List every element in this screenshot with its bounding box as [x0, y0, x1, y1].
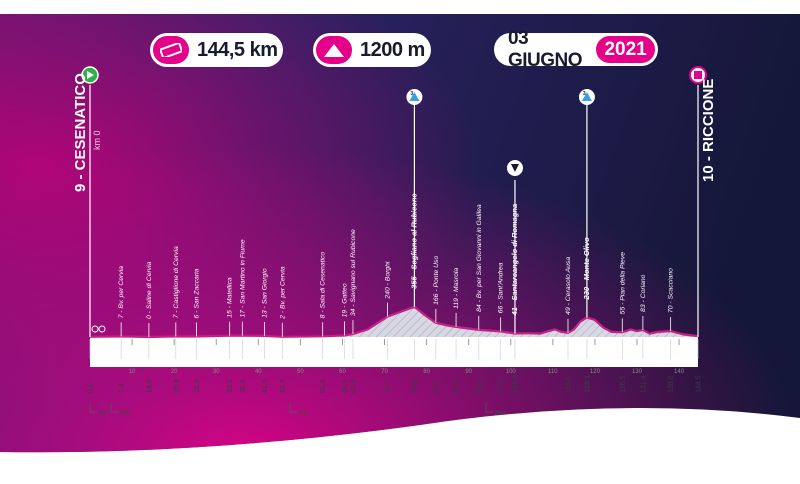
ruler-icon	[153, 36, 189, 64]
profile-hatch	[90, 306, 698, 337]
waypoint-km: 70.7	[385, 379, 392, 393]
province-rn-label: RN	[495, 410, 505, 417]
waypoint-label: 84 - Bv. per San Giovanni in Galilea	[476, 204, 483, 312]
km-axis-band	[90, 337, 698, 367]
km-tick-label: 30	[213, 369, 220, 375]
waypoint-km: 138.0	[668, 375, 675, 393]
province-fc-start-arrow-icon	[89, 403, 97, 413]
waypoint-km: 87.0	[454, 379, 461, 393]
km-tick-label: 50	[297, 369, 304, 375]
waypoint-label: 34 - Savignano sul Rubicone	[350, 229, 357, 316]
waypoint-km: 55.3	[320, 379, 327, 393]
mountain-icon	[316, 36, 352, 64]
waypoint-km: 131.4	[640, 375, 647, 393]
waypoint-label: 83 - Coriano	[640, 274, 647, 312]
bike-icon	[91, 325, 99, 333]
profile-line	[89, 305, 699, 339]
province-fc-label: FC	[299, 410, 308, 417]
sprint-triangle-icon	[510, 164, 519, 172]
climb-category: 3	[410, 91, 413, 97]
km-tick-label: 40	[255, 369, 262, 375]
km-tick-label: 80	[423, 369, 430, 375]
climb-mountain-icon	[581, 92, 592, 101]
date-year: 2021	[596, 36, 655, 63]
waypoint-km: 33.2	[227, 379, 234, 393]
waypoint-km: 126.5	[620, 375, 627, 393]
province-fc-start-label: FC	[99, 410, 108, 417]
date-day: 03 GIUGNO	[508, 27, 583, 71]
waypoint-label: 7 - Bv. per Cervia	[118, 266, 125, 319]
waypoint-label: 13 - San Giorgio	[262, 268, 269, 318]
waypoint-label: 70 - Scacciano	[668, 268, 675, 313]
waypoint-label: 6 - San Zaccaria	[193, 268, 200, 318]
waypoint-km: 0.0	[88, 383, 95, 393]
elevation-badge: 1200 m	[313, 33, 431, 67]
waypoint-km: 41.5	[262, 379, 269, 393]
start-km: km 0	[92, 130, 102, 150]
province-ra-arrow-icon	[110, 403, 118, 413]
waypoint-label: 2 - Bv. per Cervia	[279, 266, 286, 320]
waypoint-km: 14.0	[146, 379, 153, 393]
waypoint-label: 7 - Castiglione di Cervia	[173, 246, 180, 318]
waypoint-km: 92.4	[476, 379, 483, 393]
province-fc-arrow-icon	[289, 403, 297, 413]
distance-badge: 144,5 km	[150, 33, 283, 67]
waypoint-km: 20.4	[173, 379, 180, 393]
km-tick-label: 70	[381, 369, 388, 375]
waypoint-label: 19 - Gatteo	[342, 283, 349, 317]
waypoint-km: 97.6	[498, 379, 505, 393]
km-tick-label: 10	[129, 369, 136, 375]
waypoint-km: 113.6	[565, 376, 572, 393]
finish-name: 10 - RICCIONE	[700, 79, 717, 182]
waypoint-label: 166 - Ponte Uso	[433, 256, 440, 305]
km-tick-label: 100	[506, 369, 517, 375]
waypoint-label: 55 - Pian della Pieve	[619, 252, 626, 315]
waypoint-label: 240 - Borghi	[384, 261, 391, 300]
km-tick-label: 140	[674, 369, 685, 375]
waypoint-km: 77.1	[410, 378, 419, 393]
waypoint-km: 118.1	[582, 375, 591, 393]
waypoint-label: 17 - San Martino in Fiume	[239, 239, 246, 317]
km-tick-label: 110	[548, 369, 558, 375]
waypoint-label: 15 - Matellica	[227, 277, 234, 318]
bike-wheel-icon	[98, 325, 106, 333]
waypoint-label: 8 - Sala di Cesenatico	[320, 252, 327, 319]
waypoint-km: 60.5	[342, 379, 349, 393]
waypoint-km: 45.7	[280, 379, 287, 393]
waypoint-km: 7.4	[119, 383, 126, 393]
waypoint-label: 66 - Sant'Andrea	[498, 262, 505, 313]
km-tick-label: 20	[171, 369, 178, 375]
waypoint-km: 25.3	[194, 379, 201, 393]
elevation-value: 1200 m	[360, 38, 425, 61]
km-tick-label: 90	[465, 369, 472, 375]
finish-checker-icon	[694, 71, 702, 79]
waypoint-km: 62.5	[350, 379, 357, 393]
km-tick-label: 130	[632, 369, 643, 375]
waypoint-km: 36.2	[240, 379, 247, 393]
province-ra-label: RA	[120, 410, 130, 417]
waypoint-km: 144.5	[696, 375, 703, 393]
start-name: 9 - CESENATICO	[72, 73, 89, 192]
climb-category: 3	[583, 91, 586, 97]
province-rn-arrow-icon	[485, 403, 493, 413]
waypoint-label: 119 - Masrola	[453, 268, 460, 309]
waypoint-km: 101.0	[510, 374, 519, 393]
km-tick-label: 60	[339, 369, 346, 375]
date-badge: 03 GIUGNO 2021	[494, 28, 658, 71]
distance-value: 144,5 km	[197, 38, 278, 61]
climb-mountain-icon	[409, 92, 420, 101]
start-arrow-icon	[87, 71, 94, 79]
waypoint-label: 49 - Cerasolo Ausa	[565, 257, 572, 315]
waypoint-km: 82.2	[433, 379, 440, 393]
waypoint-label: 0 - Saline di Cervia	[146, 261, 153, 319]
km-tick-label: 120	[590, 369, 601, 375]
